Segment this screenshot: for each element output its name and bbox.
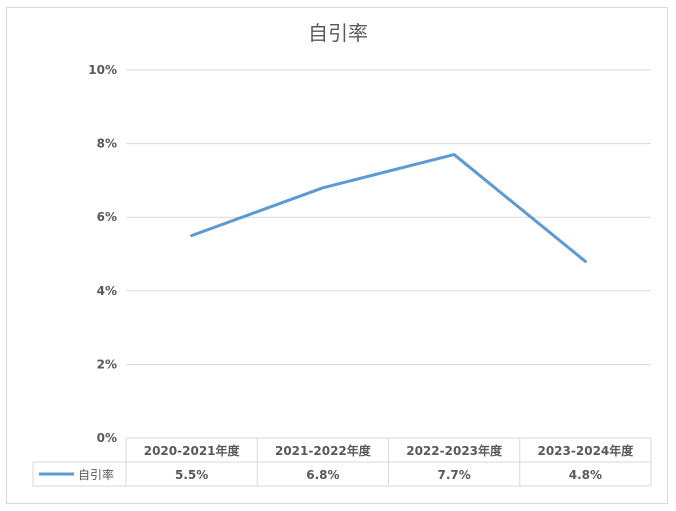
series-layer [190, 153, 587, 263]
data-table-value: 5.5% [175, 468, 208, 482]
x-category-label: 2022-2023年度 [406, 443, 503, 458]
y-tick-label: 8% [97, 137, 117, 151]
y-tick-label: 2% [97, 357, 117, 371]
series-line-自引率 [190, 153, 587, 263]
data-table-value: 4.8% [569, 468, 602, 482]
chart-title: 自引率 [308, 21, 368, 45]
y-axis-ticks: 0% 2% 4% 6% 8% 10% [88, 63, 117, 445]
x-category-label: 2023-2024年度 [537, 443, 634, 458]
y-tick-label: 6% [97, 210, 117, 224]
y-tick-label: 10% [88, 63, 117, 77]
x-category-label: 2021-2022年度 [275, 443, 372, 458]
data-table-value: 6.8% [306, 468, 339, 482]
data-table: 2020-2021年度 5.5% 2021-2022年度 6.8% 2022-2023年… [32, 437, 652, 487]
data-table-value: 7.7% [437, 468, 470, 482]
legend-series-name: 自引率 [78, 467, 114, 482]
chart-frame [6, 7, 668, 504]
gridlines [126, 69, 651, 365]
y-tick-label: 0% [97, 431, 117, 445]
x-category-label: 2020-2021年度 [144, 443, 241, 458]
y-tick-label: 4% [97, 284, 117, 298]
